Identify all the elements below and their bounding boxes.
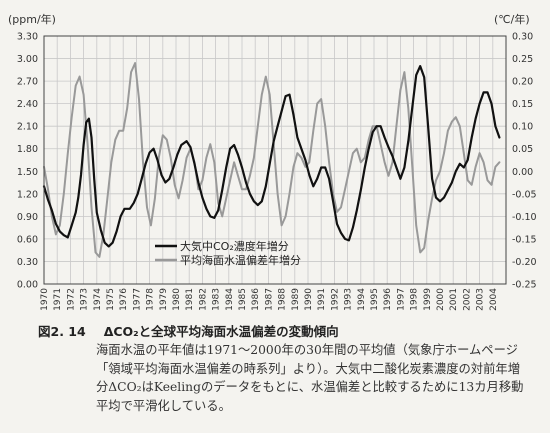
- sst-anomaly-series-line: [43, 62, 501, 258]
- x-tick-label: 1986: [251, 288, 261, 311]
- x-axis-ticks: 1970 1971 1972 1973 1974 1975 1976 1977 1978 1979…: [40, 288, 499, 311]
- x-tick-label: 1975: [106, 288, 116, 311]
- x-tick-label: 1984: [225, 288, 235, 311]
- caption-title: 図2. 14 ΔCO₂と全球平均海面水温偏差の変動傾向: [38, 321, 339, 340]
- right-tick-label: 0.10: [512, 122, 533, 133]
- x-tick-label: 1970: [40, 288, 50, 311]
- right-tick-label: -0.10: [512, 212, 537, 223]
- right-tick-label: 0.20: [512, 77, 533, 88]
- right-tick-label: 0.15: [512, 99, 533, 110]
- x-tick-label: 2003: [476, 288, 486, 311]
- x-tick-label: 2000: [436, 288, 446, 311]
- right-tick-label: 0.00: [512, 167, 533, 178]
- left-tick-label: 1.20: [17, 189, 38, 200]
- left-axis-unit: (ppm/年): [8, 13, 56, 26]
- x-tick-label: 1974: [93, 288, 103, 311]
- x-tick-label: 1993: [344, 288, 354, 311]
- caption-body: 海面水温の平年値は1971～2000年の30年間の平均値（気象庁ホームページ「領…: [96, 343, 524, 413]
- left-tick-label: 2.10: [17, 122, 38, 133]
- legend: 大気中CO₂濃度年増分 平均海面水温偏差年増分: [155, 239, 301, 267]
- right-tick-label: -0.25: [512, 280, 537, 291]
- legend-label-sst: 平均海面水温偏差年増分: [180, 253, 301, 267]
- chart: 0.00 0.30 0.60 0.90 1.20 1.50 1.80 2.10 2.40 2.70…: [17, 32, 537, 311]
- x-tick-label: 2002: [462, 288, 472, 311]
- right-tick-label: -0.15: [512, 234, 537, 245]
- legend-label-co2: 大気中CO₂濃度年増分: [180, 239, 289, 253]
- right-tick-label: 0.30: [512, 32, 533, 43]
- left-tick-label: 0.00: [17, 280, 38, 291]
- right-tick-label: 0.05: [512, 144, 533, 155]
- x-tick-label: 1989: [291, 288, 301, 311]
- left-tick-label: 0.90: [17, 212, 38, 223]
- x-tick-label: 1994: [357, 288, 367, 311]
- x-tick-label: 1985: [238, 288, 248, 311]
- right-tick-label: -0.20: [512, 257, 537, 268]
- x-tick-label: 1996: [383, 288, 393, 311]
- x-tick-label: 1976: [119, 288, 129, 311]
- x-tick-label: 1982: [198, 288, 208, 311]
- x-tick-label: 1981: [185, 288, 195, 311]
- x-tick-label: 1978: [146, 288, 156, 311]
- left-tick-label: 1.80: [17, 144, 38, 155]
- right-tick-label: 0.25: [512, 54, 533, 65]
- co2-increment-series-line: [42, 64, 501, 248]
- x-tick-label: 1997: [396, 288, 406, 311]
- x-tick-label: 1999: [423, 288, 433, 311]
- x-tick-label: 1988: [278, 288, 288, 311]
- x-tick-label: 1979: [159, 288, 169, 311]
- x-tick-label: 2004: [489, 288, 499, 311]
- left-tick-label: 0.30: [17, 257, 38, 268]
- right-axis-unit: (℃/年): [494, 13, 530, 26]
- x-tick-label: 1987: [264, 288, 274, 311]
- x-tick-label: 1980: [172, 288, 182, 311]
- figure-number: 図2. 14: [38, 324, 86, 339]
- left-tick-label: 3.30: [17, 32, 38, 43]
- x-tick-label: 1971: [53, 288, 63, 311]
- left-tick-label: 1.50: [17, 167, 38, 178]
- x-tick-label: 1998: [410, 288, 420, 311]
- right-tick-label: -0.05: [512, 189, 537, 200]
- figure-title: ΔCO₂と全球平均海面水温偏差の変動傾向: [103, 324, 339, 339]
- left-axis-ticks: 0.00 0.30 0.60 0.90 1.20 1.50 1.80 2.10 2.40 2.70…: [17, 32, 38, 291]
- x-tick-label: 1973: [80, 288, 90, 311]
- x-tick-label: 1983: [212, 288, 222, 311]
- x-tick-label: 1992: [330, 288, 340, 311]
- left-tick-label: 3.00: [17, 54, 38, 65]
- plot-frame: [43, 35, 507, 285]
- x-tick-label: 1990: [304, 288, 314, 311]
- left-tick-label: 2.40: [17, 99, 38, 110]
- x-tick-label: 1977: [132, 288, 142, 311]
- left-tick-label: 2.70: [17, 77, 38, 88]
- x-tick-label: 1995: [370, 288, 380, 311]
- right-axis-ticks: -0.25 -0.20 -0.15 -0.10 -0.05 0.00 0.05 0.10 0.1…: [512, 32, 537, 291]
- x-tick-label: 1972: [66, 288, 76, 311]
- series-layer: [42, 62, 501, 258]
- x-tick-label: 1991: [317, 288, 327, 311]
- x-tick-label: 2001: [449, 288, 459, 311]
- left-tick-label: 0.60: [17, 234, 38, 245]
